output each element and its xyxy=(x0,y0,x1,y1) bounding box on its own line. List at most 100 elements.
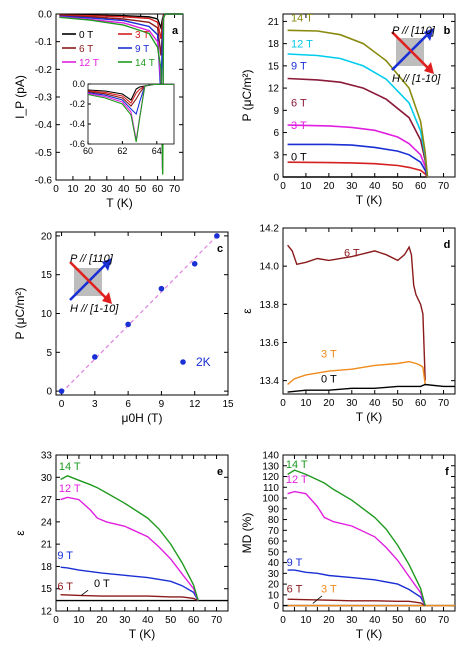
polarization-annotation: P // [110] xyxy=(392,25,436,37)
y-tick-label: 9 xyxy=(273,106,279,117)
y-tick-label: 20 xyxy=(268,580,280,591)
inset-y-tick-label: -0.4 xyxy=(69,119,85,129)
curve-label: 14 T xyxy=(286,459,308,471)
x-tick-label: 10 xyxy=(73,615,85,626)
data-point xyxy=(214,233,220,239)
y-tick-label: 21 xyxy=(268,17,280,28)
x-tick-label: 15 xyxy=(222,399,234,410)
y-tick-label: -0.4 xyxy=(35,120,53,131)
y-tick-label: 90 xyxy=(268,504,280,515)
x-tick-label: 50 xyxy=(135,184,147,195)
curve-label: 6 T xyxy=(344,248,360,260)
panel-letter: f xyxy=(445,466,449,478)
x-tick-label: 30 xyxy=(101,184,113,195)
x-tick-label: 40 xyxy=(142,615,154,626)
x-axis-label: T (K) xyxy=(356,627,382,641)
x-tick-label: 50 xyxy=(392,181,404,192)
y-tick-label: 10 xyxy=(41,309,53,320)
y-tick-label: -0.1 xyxy=(35,37,53,48)
field-arrowhead-icon xyxy=(102,292,112,304)
x-tick-label: 0 xyxy=(280,181,286,192)
panel-letter: d xyxy=(444,239,451,251)
x-tick-label: 30 xyxy=(346,398,358,409)
y-tick-label: 12 xyxy=(268,84,280,95)
series-line-2 xyxy=(287,598,426,607)
legend-entry: 14 T xyxy=(135,58,155,69)
x-tick-label: 20 xyxy=(96,615,108,626)
y-tick-label: 5 xyxy=(46,348,52,359)
x-tick-label: 20 xyxy=(323,398,335,409)
x-tick-label: 70 xyxy=(211,615,223,626)
panel-d: 0 10 20 30 40 50 60 70 13.4 13.6 13.8 14.0 14.2 d 6 T 3… xyxy=(240,224,456,424)
inset-series-line-5 xyxy=(87,83,175,143)
x-tick-label: 12 xyxy=(189,399,201,410)
y-tick-label: -0.3 xyxy=(35,93,53,104)
y-tick-label: 21 xyxy=(41,540,53,551)
series-line-4 xyxy=(287,77,429,178)
y-axis-label: P (μC/m²) xyxy=(13,287,27,339)
series-line-1 xyxy=(287,161,429,178)
y-axis-label: ε xyxy=(240,308,254,314)
curve-label: 9 T xyxy=(57,550,73,562)
y-axis-label: MD (%) xyxy=(240,513,254,554)
curve-label: 12 T xyxy=(59,483,81,495)
field-annotation: H // [1-10] xyxy=(392,73,441,85)
panel-letter: c xyxy=(217,243,223,255)
panel-c: 0 3 6 9 12 15 0 5 10 15 20 c 2K P // [110] H // [1-10]… xyxy=(13,231,234,425)
series-line-2 xyxy=(287,383,455,393)
x-tick-label: 0 xyxy=(280,615,286,626)
inset-y-tick-label: -0.2 xyxy=(69,99,85,109)
x-tick-label: 0 xyxy=(280,398,286,409)
x-tick-label: 20 xyxy=(323,615,335,626)
x-tick-label: 9 xyxy=(159,399,165,410)
y-tick-label: 15 xyxy=(41,270,53,281)
y-tick-label: 14.0 xyxy=(260,262,280,273)
inset-y-tick-label: 0.0 xyxy=(72,79,85,89)
x-tick-label: 0 xyxy=(59,399,65,410)
series-line-1 xyxy=(287,360,426,386)
x-tick-label: 50 xyxy=(392,398,404,409)
fit-line xyxy=(61,235,218,394)
y-tick-label: 80 xyxy=(268,515,280,526)
x-tick-label: 0 xyxy=(53,184,59,195)
y-tick-label: -0.6 xyxy=(35,176,53,187)
panel-b: 0 10 20 30 40 50 60 70 0 3 6 9 12 15 18 21 b 14 T 12 T 9 T 6… xyxy=(240,12,456,207)
x-tick-label: 70 xyxy=(438,398,450,409)
y-tick-label: 6 xyxy=(273,128,279,139)
panel-letter: a xyxy=(172,25,179,37)
y-tick-label: 70 xyxy=(268,526,280,537)
curve-label: 0 T xyxy=(291,152,307,164)
curve-label: 12 T xyxy=(286,474,308,486)
x-tick-label: 3 xyxy=(92,399,98,410)
series-line-5 xyxy=(287,469,426,606)
data-point xyxy=(58,388,65,394)
x-tick-label: 70 xyxy=(169,184,181,195)
y-tick-label: 12 xyxy=(41,607,53,618)
panel-e: 0 10 20 30 40 50 60 70 12 15 18 21 24 27 30 33 e 14 T 12 T… xyxy=(13,451,229,641)
x-tick-label: 70 xyxy=(438,181,450,192)
y-tick-label: 0.0 xyxy=(38,10,52,21)
x-axis-label: T (K) xyxy=(356,193,382,207)
legend-entry: 12 T xyxy=(79,58,99,69)
x-tick-label: 6 xyxy=(125,399,131,410)
x-tick-label: 10 xyxy=(67,184,79,195)
x-tick-label: 30 xyxy=(119,615,131,626)
x-tick-label: 10 xyxy=(300,398,312,409)
data-point xyxy=(158,285,165,292)
series-line-0 xyxy=(287,244,426,381)
x-tick-label: 60 xyxy=(152,184,164,195)
x-tick-label: 40 xyxy=(369,181,381,192)
y-tick-label: 13.4 xyxy=(260,376,280,387)
panel-letter: e xyxy=(217,466,223,478)
legend-entry: 0 T xyxy=(79,30,93,41)
inset-x-tick-label: 60 xyxy=(83,146,93,156)
inset: 60 62 64 0.0 -0.2 -0.4 -0.6 xyxy=(69,79,175,156)
x-tick-label: 40 xyxy=(118,184,130,195)
y-tick-label: 15 xyxy=(268,61,280,72)
x-tick-label: 20 xyxy=(323,181,335,192)
curve-label: 6 T xyxy=(287,584,303,596)
y-tick-label: 24 xyxy=(41,517,53,528)
legend-marker xyxy=(180,359,186,365)
y-tick-label: 120 xyxy=(262,472,279,483)
y-tick-label: 3 xyxy=(273,150,279,161)
